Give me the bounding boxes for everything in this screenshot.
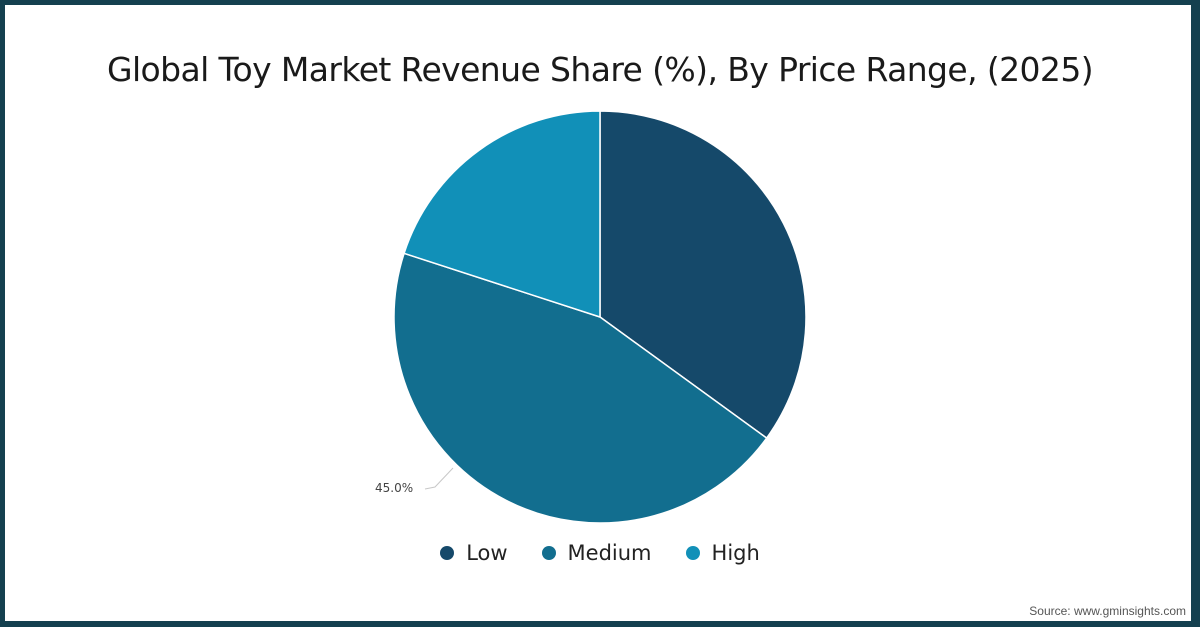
legend-item-low[interactable]: Low — [440, 541, 508, 565]
legend-label: Medium — [567, 541, 652, 565]
legend-label: High — [711, 541, 760, 565]
source-note: Source: www.gminsights.com — [1029, 604, 1186, 618]
pie-slice-high[interactable] — [403, 110, 601, 319]
legend-item-high[interactable]: High — [685, 541, 760, 565]
legend-marker-icon — [541, 546, 556, 560]
legend-marker-icon — [440, 546, 455, 560]
data-label-medium: 45.0% — [375, 481, 414, 495]
pie-slice-low[interactable] — [599, 110, 807, 440]
chart-title: Global Toy Market Revenue Share (%), By … — [106, 50, 1094, 89]
pie-slices — [393, 110, 807, 524]
chart-legend: Low Medium High — [0, 541, 1200, 565]
pie-slice-medium[interactable] — [393, 252, 768, 524]
legend-item-medium[interactable]: Medium — [541, 541, 652, 565]
legend-label: Low — [466, 541, 508, 565]
legend-marker-icon — [685, 546, 700, 560]
leader-line — [424, 467, 454, 490]
